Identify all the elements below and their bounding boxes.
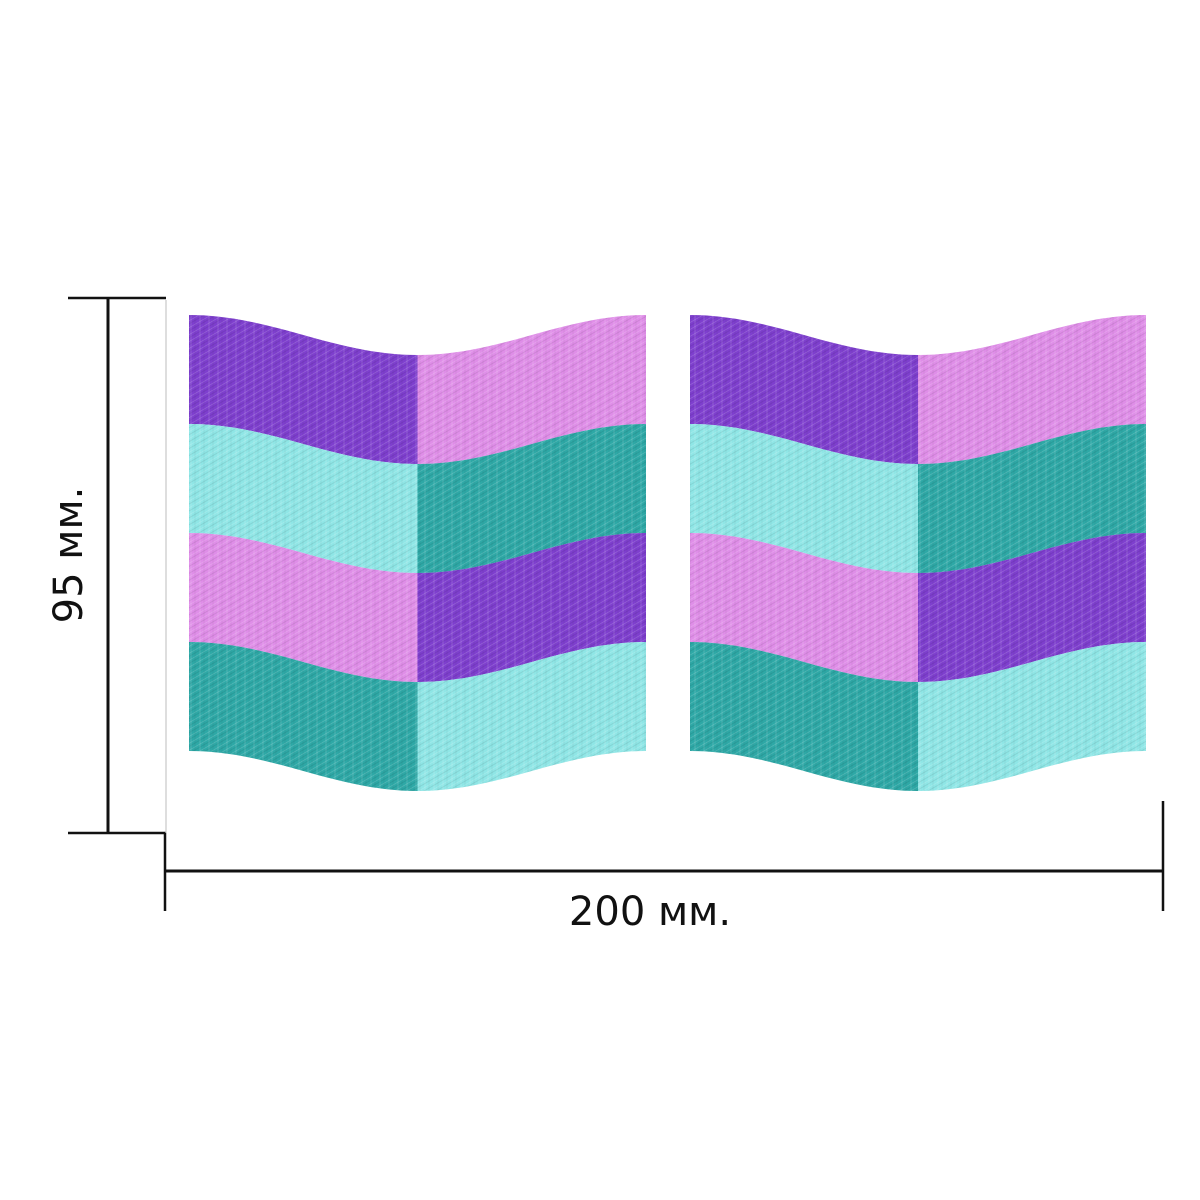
denim-streaks	[918, 533, 1146, 682]
denim-streaks	[690, 642, 918, 791]
denim-streaks	[189, 533, 418, 682]
denim-streaks	[918, 642, 1146, 791]
sticker-right	[690, 315, 1146, 791]
denim-streaks	[690, 315, 918, 464]
denim-streaks	[690, 533, 918, 682]
height-label: 95 мм.	[46, 487, 92, 624]
denim-streaks	[189, 642, 418, 791]
denim-streaks	[417, 533, 646, 682]
width-label: 200 мм.	[569, 889, 731, 935]
sticker-left	[189, 315, 646, 791]
denim-streaks	[918, 315, 1146, 464]
denim-streaks	[918, 424, 1146, 573]
denim-streaks	[417, 642, 646, 791]
denim-streaks	[189, 424, 418, 573]
dimension-lines	[68, 296, 1165, 911]
denim-streaks	[417, 424, 646, 573]
denim-streaks	[417, 315, 646, 464]
denim-streaks	[189, 315, 418, 464]
denim-streaks	[690, 424, 918, 573]
